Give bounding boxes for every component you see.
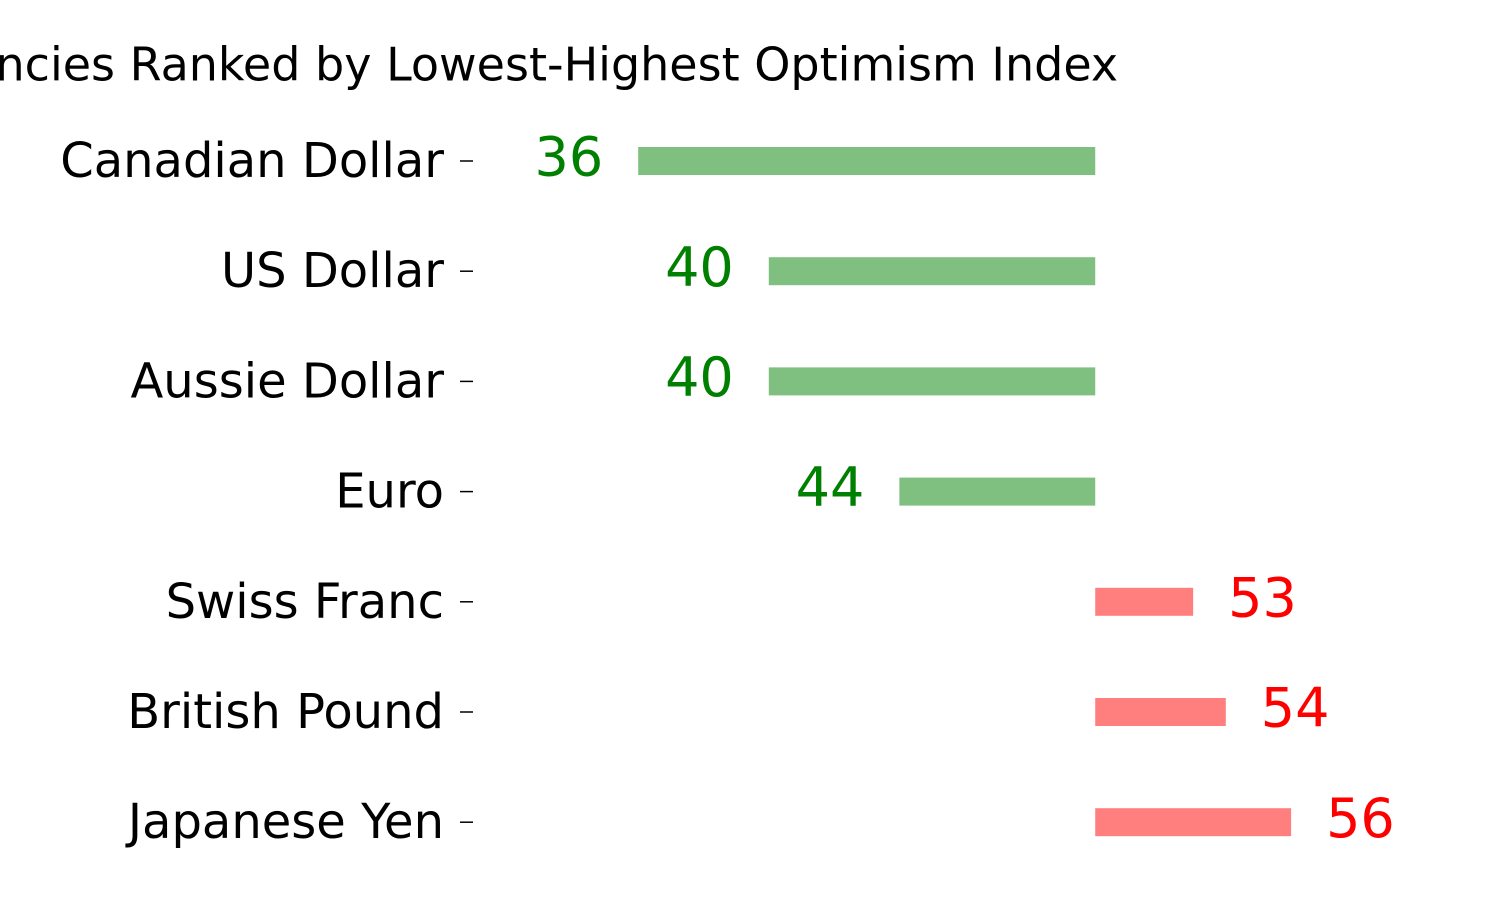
value-label: 54 <box>1261 677 1330 740</box>
y-tick-label: Euro <box>335 464 444 520</box>
value-label: 53 <box>1228 566 1297 629</box>
y-tick-label: Japanese Yen <box>125 794 444 850</box>
y-tick-label: Swiss Franc <box>166 574 444 630</box>
bar <box>1095 587 1194 616</box>
bar <box>1095 698 1226 726</box>
bar <box>768 367 1096 396</box>
chart-title: Currencies Ranked by Lowest-Highest Opti… <box>0 38 1118 92</box>
y-tick-label: US Dollar <box>221 243 444 299</box>
value-label: 40 <box>665 346 734 409</box>
y-tick-label: British Pound <box>127 684 444 740</box>
value-label: 56 <box>1326 787 1395 850</box>
bar <box>768 257 1096 286</box>
bar <box>1095 808 1292 837</box>
value-label: 44 <box>796 456 865 519</box>
value-label: 36 <box>534 126 603 189</box>
bar <box>638 147 1096 175</box>
bar <box>899 477 1096 506</box>
value-label: 40 <box>665 236 734 299</box>
y-tick-label: Canadian Dollar <box>60 133 444 189</box>
y-tick-label: Aussie Dollar <box>130 353 444 409</box>
